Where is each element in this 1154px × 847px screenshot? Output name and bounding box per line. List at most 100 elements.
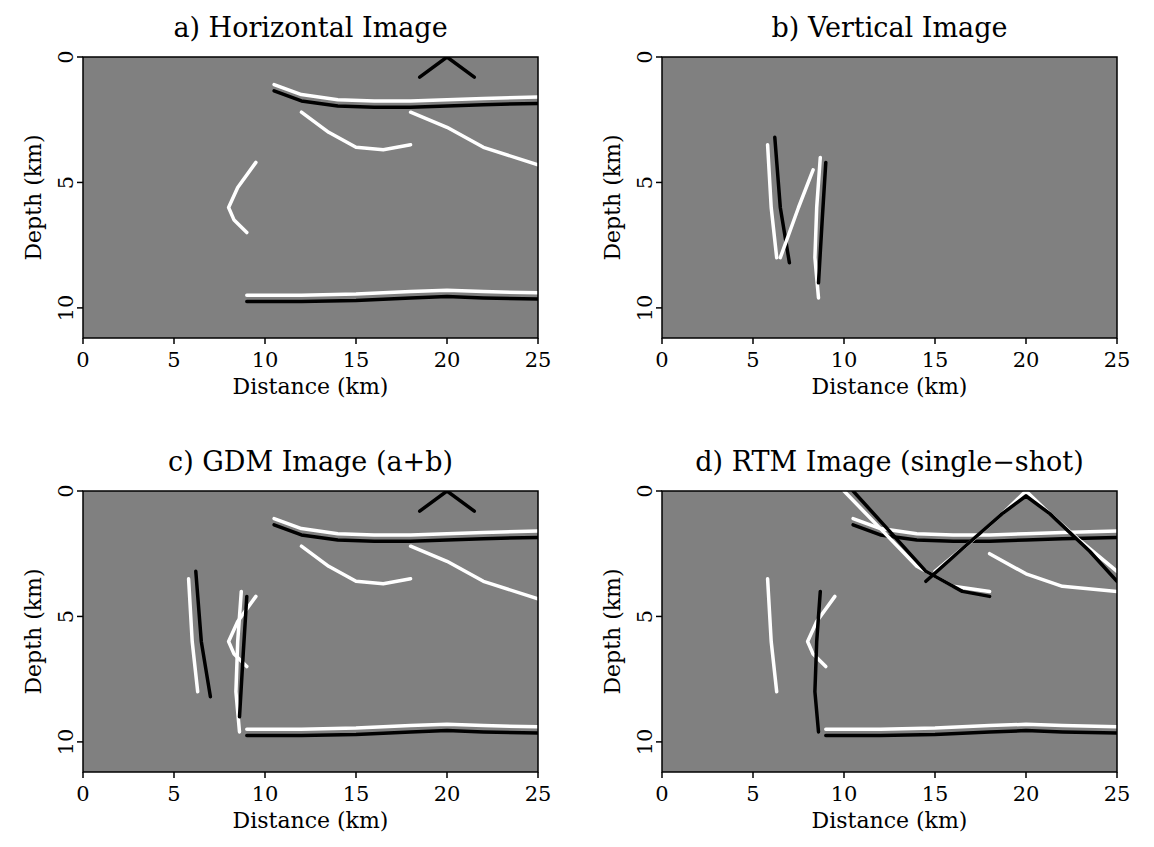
image-background [662,57,1117,338]
reflector [274,525,538,541]
x-tick-label: 15 [343,782,370,806]
y-axis-title: Depth (km) [600,134,625,260]
panel: 05101520250510Distance (km)Depth (km)b) … [600,12,1130,399]
reflector [926,496,1117,581]
y-axis-title: Depth (km) [21,568,46,694]
x-tick [752,772,754,778]
reflector [808,596,835,666]
reflector [826,731,1117,736]
image-background [83,491,538,772]
reflector [274,519,538,535]
panel: 05101520250510Distance (km)Depth (km)d) … [600,446,1130,833]
image-background [662,491,1117,772]
x-tick-label: 10 [831,348,858,372]
reflector [826,724,1117,729]
y-tick-label: 0 [633,50,657,63]
x-tick [173,338,175,344]
x-tick-label: 25 [1104,782,1131,806]
x-tick [264,338,266,344]
reflector [301,112,410,150]
reflector [935,491,1117,571]
reflectors [229,57,538,302]
frame [662,57,1117,338]
reflectors [189,491,538,736]
reflector [990,554,1117,592]
x-axis-title: Distance (km) [233,808,389,833]
x-tick-label: 0 [655,782,668,806]
y-tick-label: 10 [633,729,657,756]
x-tick [173,772,175,778]
reflector [274,91,538,107]
reflector [819,162,826,282]
x-axis-title: Distance (km) [812,374,968,399]
x-axis-title: Distance (km) [233,374,389,399]
x-tick-label: 20 [1013,348,1040,372]
x-tick [82,772,84,778]
reflectors [768,137,826,298]
frame [83,491,538,772]
frame [662,491,1117,772]
x-tick-label: 25 [525,348,552,372]
reflector [420,57,475,77]
x-tick [355,338,357,344]
y-tick-label: 10 [633,295,657,322]
x-tick [82,338,84,344]
x-tick-label: 0 [655,348,668,372]
x-tick [752,338,754,344]
x-tick-label: 15 [922,348,949,372]
x-tick [1116,772,1118,778]
panel: 05101520250510Distance (km)Depth (km)c) … [21,446,551,833]
y-tick-label: 0 [633,484,657,497]
x-tick-label: 15 [343,348,370,372]
x-tick-label: 25 [1104,348,1131,372]
x-tick [661,338,663,344]
reflector [247,731,538,736]
reflector [815,591,820,732]
x-tick [661,772,663,778]
reflector [411,546,538,599]
x-tick [446,338,448,344]
panel-title: c) GDM Image (a+b) [168,446,453,477]
x-tick [843,338,845,344]
reflector [420,491,475,511]
y-tick-label: 0 [54,484,78,497]
x-tick-label: 20 [434,782,461,806]
x-tick-label: 5 [746,782,759,806]
panel-title: b) Vertical Image [772,12,1008,43]
figure: 05101520250510Distance (km)Depth (km)a) … [0,0,1154,847]
x-tick [537,338,539,344]
x-tick-label: 10 [252,782,279,806]
panel-title: d) RTM Image (single−shot) [695,446,1084,477]
reflector [274,85,538,101]
reflector [247,290,538,295]
x-tick-label: 25 [525,782,552,806]
y-tick-label: 5 [633,176,657,189]
reflector [780,170,813,258]
x-tick [446,772,448,778]
reflector [411,112,538,165]
reflector [301,546,410,584]
y-tick-label: 5 [54,610,78,623]
reflector [229,162,256,232]
y-axis-title: Depth (km) [600,568,625,694]
x-tick-label: 10 [252,348,279,372]
x-tick-label: 15 [922,782,949,806]
panel: 05101520250510Distance (km)Depth (km)a) … [21,12,551,399]
y-tick-label: 0 [54,50,78,63]
x-tick [934,772,936,778]
x-tick-label: 5 [167,348,180,372]
x-tick-label: 10 [831,782,858,806]
reflectors [768,491,1117,736]
reflector [775,137,790,262]
x-axis-title: Distance (km) [812,808,968,833]
y-tick-label: 5 [54,176,78,189]
y-tick-label: 5 [633,610,657,623]
x-tick [1025,338,1027,344]
x-tick-label: 0 [76,348,89,372]
x-tick-label: 5 [746,348,759,372]
reflector [768,579,777,692]
x-tick [843,772,845,778]
x-tick [355,772,357,778]
y-tick-label: 10 [54,729,78,756]
reflector [247,724,538,729]
